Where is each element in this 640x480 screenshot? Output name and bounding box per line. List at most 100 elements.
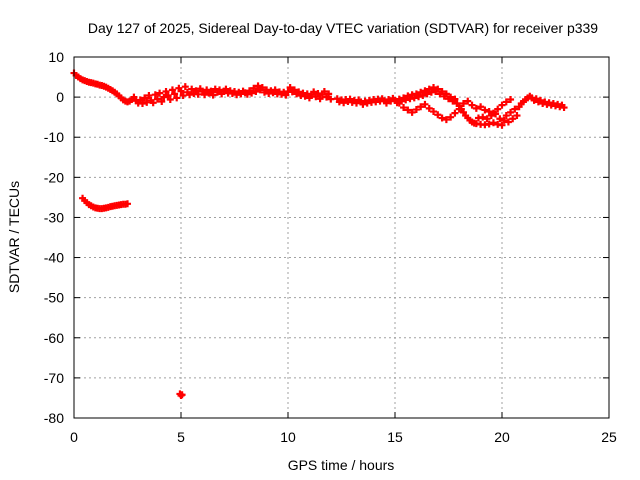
x-tick-label: 25 xyxy=(601,429,617,445)
data-point-main-track xyxy=(254,82,262,90)
data-points xyxy=(70,69,568,400)
data-point-main-track xyxy=(489,119,497,127)
data-point-main-track xyxy=(188,85,196,93)
data-point-main-track xyxy=(451,95,459,103)
data-point-branch-track xyxy=(498,101,506,109)
data-point-main-track xyxy=(171,90,179,98)
data-point-main-track xyxy=(179,92,187,100)
data-point-main-track xyxy=(173,94,181,102)
data-point-branch-track xyxy=(434,111,442,119)
data-point-main-track xyxy=(382,99,390,107)
data-point-main-track xyxy=(320,87,328,95)
data-point-main-track xyxy=(138,100,146,108)
data-point-main-track xyxy=(560,104,568,112)
data-point-branch-track xyxy=(455,105,463,113)
data-point-main-track xyxy=(504,118,512,126)
data-point-main-track xyxy=(201,91,209,99)
data-point-main-track xyxy=(402,96,410,104)
data-point-main-track xyxy=(153,95,161,103)
data-point-main-track xyxy=(209,91,217,99)
grid-lines xyxy=(74,57,609,418)
data-point-main-track xyxy=(485,120,493,128)
data-point-main-track xyxy=(151,91,159,99)
data-point-main-track xyxy=(502,112,510,120)
data-point-outlier xyxy=(178,391,186,399)
data-point-main-track xyxy=(145,92,153,100)
data-point-main-track xyxy=(498,121,506,129)
y-axis-label: SDTVAR / TECUs xyxy=(6,181,22,293)
data-point-main-track xyxy=(168,86,176,94)
data-point-main-track xyxy=(192,87,200,95)
data-point-main-track xyxy=(143,98,151,106)
data-point-main-track xyxy=(438,87,446,95)
x-tick-label: 5 xyxy=(177,429,185,445)
data-point-main-track xyxy=(282,91,290,99)
y-tick-label: -70 xyxy=(44,370,64,386)
data-point-main-track xyxy=(500,116,508,124)
data-point-main-track xyxy=(186,91,194,99)
data-point-branch-track xyxy=(507,96,515,104)
data-point-branch-track xyxy=(421,100,429,108)
data-point-main-track xyxy=(130,93,138,101)
data-point-main-track xyxy=(513,112,521,120)
data-point-branch-track xyxy=(468,101,476,109)
x-tick-label: 0 xyxy=(70,429,78,445)
data-point-main-track xyxy=(511,105,519,113)
data-point-branch-track xyxy=(485,108,493,116)
data-point-main-track xyxy=(310,88,318,96)
data-point-main-track xyxy=(258,83,266,91)
data-point-branch-track xyxy=(464,97,472,105)
y-tick-label: -50 xyxy=(44,290,64,306)
x-axis-label: GPS time / hours xyxy=(288,457,395,473)
data-point-main-track xyxy=(177,87,185,95)
data-point-branch-track xyxy=(472,104,480,112)
data-point-main-track xyxy=(483,115,491,123)
data-point-branch-track xyxy=(442,116,450,124)
data-point-branch-track xyxy=(408,108,416,116)
y-tick-label: 0 xyxy=(56,89,64,105)
data-point-branch-track xyxy=(477,103,485,111)
data-point-main-track xyxy=(243,90,251,98)
data-point-main-track xyxy=(314,90,322,98)
data-point-lower-track xyxy=(124,200,131,208)
plot-frame xyxy=(73,56,610,419)
data-point-branch-track xyxy=(412,106,420,114)
data-point-main-track xyxy=(509,115,517,123)
data-point-main-track xyxy=(496,115,504,123)
x-tick-label: 20 xyxy=(494,429,510,445)
data-point-main-track xyxy=(156,89,164,97)
data-point-branch-track xyxy=(459,100,467,108)
x-tick-label: 10 xyxy=(280,429,296,445)
data-point-main-track xyxy=(271,86,279,94)
data-point-main-track xyxy=(447,93,455,101)
data-point-main-track xyxy=(160,93,168,101)
data-point-main-track xyxy=(415,93,423,101)
data-point-main-track xyxy=(222,85,230,93)
data-point-main-track xyxy=(286,83,294,91)
data-point-branch-track xyxy=(438,114,446,122)
y-tick-label: -60 xyxy=(44,330,64,346)
data-point-main-track xyxy=(166,96,174,104)
data-point-main-track xyxy=(162,87,170,95)
data-point-main-track xyxy=(442,90,450,98)
data-point-branch-track xyxy=(451,109,459,117)
data-point-main-track xyxy=(290,86,298,94)
data-point-main-track xyxy=(194,90,202,98)
y-tick-label: 10 xyxy=(48,49,64,65)
data-point-main-track xyxy=(507,108,515,116)
data-point-main-track xyxy=(327,95,335,103)
data-point-main-track xyxy=(295,88,303,96)
y-tick-label: -80 xyxy=(44,410,64,426)
data-point-main-track xyxy=(423,90,431,98)
data-point-main-track xyxy=(216,86,224,94)
data-point-main-track xyxy=(430,83,438,91)
data-point-branch-track xyxy=(481,106,489,114)
data-point-main-track xyxy=(419,92,427,100)
data-point-main-track xyxy=(325,90,333,98)
data-point-branch-track xyxy=(395,99,403,107)
data-point-branch-track xyxy=(417,103,425,111)
data-point-branch-track xyxy=(404,106,412,114)
data-point-main-track xyxy=(410,94,418,102)
